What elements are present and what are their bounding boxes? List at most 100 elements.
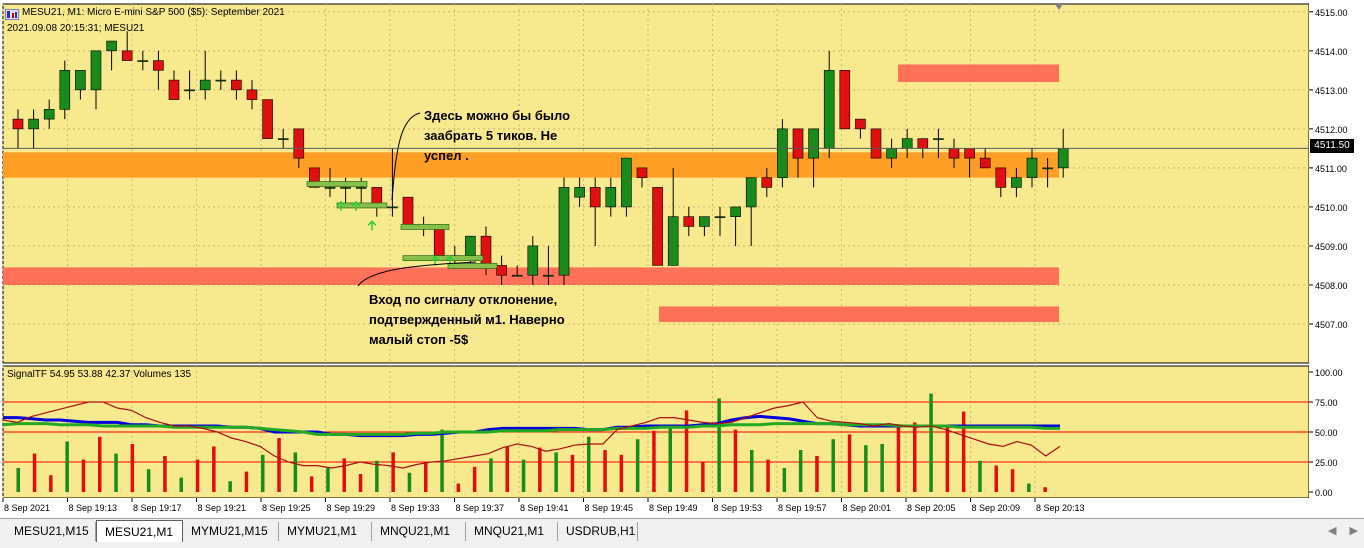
candle xyxy=(574,177,585,207)
price-tick-label: 4513.00 xyxy=(1315,86,1348,96)
price-tick-label: 4515.00 xyxy=(1315,8,1348,18)
volume-bar xyxy=(750,450,754,492)
chart-title: MESU21, M1: Micro E-mini S&P 500 ($5): S… xyxy=(22,7,285,18)
time-tick-label: 8 Sep 19:17 xyxy=(133,503,182,513)
tab-mesu21-m1[interactable]: MESU21,M1 xyxy=(96,520,183,542)
time-tick-label: 8 Sep 19:13 xyxy=(69,503,118,513)
candle xyxy=(1011,167,1022,198)
candle-bear xyxy=(761,177,773,188)
volume-bar xyxy=(668,424,672,492)
price-axis: 4515.00 4514.00 4513.00 4512.00 4511.00 4510.… xyxy=(1309,0,1364,518)
volume-bar xyxy=(798,450,803,492)
candle-bull xyxy=(1042,167,1053,170)
tab-scroll-arrows: ◀ ▶ xyxy=(1318,524,1358,537)
volume-bar xyxy=(326,468,330,492)
volume-bar xyxy=(782,468,787,492)
candle xyxy=(387,148,398,217)
candle-bear xyxy=(231,79,242,91)
candle-bull xyxy=(886,148,897,159)
volume-bar xyxy=(293,452,298,492)
volume-bar xyxy=(342,458,346,492)
candle xyxy=(511,265,523,277)
tab-mymu21-m1[interactable]: MYMU21,M1 xyxy=(279,522,372,541)
candle xyxy=(839,70,851,130)
up-arrow-icon xyxy=(351,200,361,211)
candle-bear xyxy=(480,235,492,266)
candle-bull xyxy=(730,206,741,217)
volume-bar xyxy=(684,410,689,492)
candle-bull xyxy=(59,70,71,110)
signal-bar xyxy=(400,224,450,230)
time-tick-label: 8 Sep 19:21 xyxy=(198,503,247,513)
candle-bear xyxy=(995,167,1007,188)
price-tick-label: 4510.00 xyxy=(1315,203,1348,213)
price-tick-label: 4507.00 xyxy=(1315,320,1348,330)
candle-bull xyxy=(355,187,367,189)
volume-bar xyxy=(358,474,363,492)
scroll-left-icon[interactable]: ◀ xyxy=(1328,525,1337,537)
time-tick-label: 8 Sep 20:13 xyxy=(1036,503,1085,513)
tab-mnqu21-m1[interactable]: MNQU21,M1 xyxy=(466,522,558,541)
candle-bull xyxy=(387,206,398,209)
candle-bear xyxy=(964,148,975,159)
volume-bar xyxy=(896,426,901,492)
time-tick-label: 8 Sep 20:05 xyxy=(907,503,956,513)
up-arrow-icon xyxy=(336,200,346,211)
volume-bar xyxy=(375,460,379,492)
candle-bear xyxy=(589,187,601,208)
signal-bar xyxy=(402,255,484,261)
candle xyxy=(745,177,757,246)
candle xyxy=(121,31,133,61)
volume-bar xyxy=(472,466,477,492)
candle xyxy=(558,177,570,285)
candle-bull xyxy=(137,60,149,62)
candle xyxy=(730,206,741,246)
volume-bar xyxy=(456,483,461,492)
candle-bear xyxy=(433,226,445,256)
time-tick-label: 8 Sep 19:49 xyxy=(649,503,698,513)
up-arrow-icon xyxy=(430,255,440,266)
volume-bar xyxy=(864,445,868,492)
candle-bull xyxy=(1057,148,1069,169)
candle-bear xyxy=(652,187,663,266)
candle xyxy=(153,50,164,90)
candle xyxy=(277,128,289,149)
candle xyxy=(636,167,648,188)
price-tick-label: 4509.00 xyxy=(1315,242,1348,252)
volume-bar xyxy=(880,444,884,492)
scroll-right-icon[interactable]: ▶ xyxy=(1349,525,1358,537)
indicator-line-2 xyxy=(2,401,1061,469)
price-chart[interactable]: 4515.00 4514.00 4513.00 4512.00 4511.00 4510.… xyxy=(0,0,1364,518)
candle-bear xyxy=(402,196,414,227)
candle xyxy=(699,216,710,237)
volume-bar xyxy=(701,462,705,492)
volume-bar xyxy=(913,422,917,492)
volume-bar xyxy=(163,456,167,492)
candle xyxy=(870,128,882,159)
tab-mymu21-m15[interactable]: MYMU21,M15 xyxy=(183,522,279,541)
tab-usdrub-h1[interactable]: USDRUB,H1 xyxy=(558,522,638,541)
chart-time-label: 2021.09.08 20:15:31; MESU21 xyxy=(7,23,145,34)
candle xyxy=(995,167,1007,198)
volume-bar xyxy=(603,450,607,492)
volume-bar xyxy=(212,446,216,492)
volume-bar xyxy=(652,430,656,492)
candle-bear xyxy=(855,118,866,130)
chart-tab-bar: MESU21,M15 MESU21,M1 MYMU21,M15 MYMU21,M1 MN… xyxy=(0,518,1364,548)
candle-bear xyxy=(309,167,320,188)
volume-bar xyxy=(1043,487,1047,492)
candle xyxy=(246,80,258,110)
candle-bear xyxy=(168,79,180,100)
time-tick-label: 8 Sep 2021 xyxy=(4,503,50,513)
candle xyxy=(262,99,273,139)
current-price-label: 4511.50 xyxy=(1310,139,1354,153)
candle-bear xyxy=(262,99,273,139)
tab-mesu21-m15[interactable]: MESU21,M15 xyxy=(6,522,96,541)
volume-bar xyxy=(961,411,966,492)
candle-bull xyxy=(277,138,289,140)
tab-mnqu21-m1[interactable]: MNQU21,M1 xyxy=(372,522,466,541)
main-pane-bg xyxy=(2,3,1310,364)
candle-bear xyxy=(792,128,804,159)
volume-bar xyxy=(815,456,819,492)
candle-bear xyxy=(636,167,648,178)
